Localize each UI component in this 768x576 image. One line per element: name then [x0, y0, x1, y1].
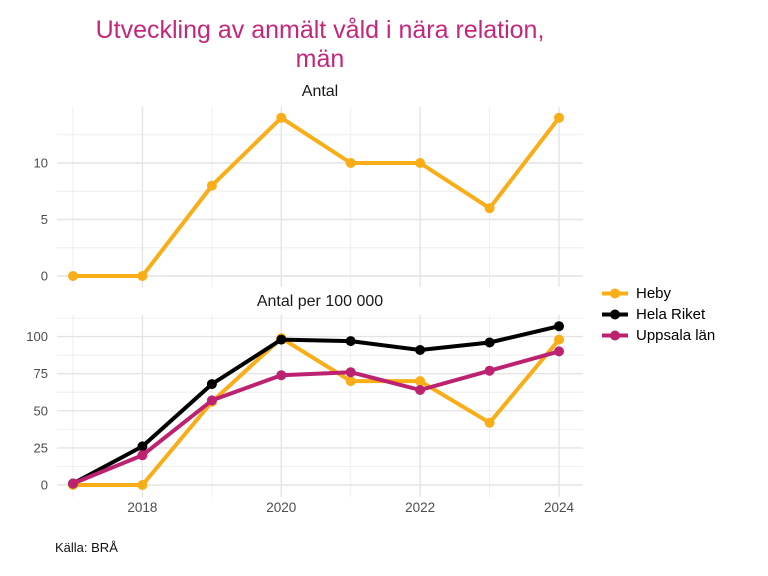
legend: Heby Hela Riket Uppsala län [602, 283, 715, 346]
series-hela-riket-point [206, 379, 217, 390]
y-tick-label: 10 [34, 156, 48, 171]
series-heby-point [345, 376, 356, 387]
series-hela-riket-line [71, 324, 561, 486]
series-uppsala-l-n-point [415, 385, 426, 395]
top-panel-title: Antal [301, 83, 339, 100]
series-heby [68, 112, 564, 281]
series-hela-riket-point [137, 441, 148, 452]
series-heby-line [71, 336, 561, 487]
series-heby-point [415, 158, 426, 168]
panel-antal-per-100000: 0 25 50 75 100 2018 2020 2022 2024 [26, 315, 583, 515]
y-tick-label: 100 [26, 329, 48, 344]
series-heby-point [206, 180, 217, 191]
y-tick-label: 50 [34, 403, 48, 418]
series-heby-point [554, 334, 564, 345]
x-tick-label: 2022 [405, 500, 435, 515]
series-heby-point [415, 376, 426, 387]
source-note: Källa: BRÅ [55, 540, 118, 555]
series-heby-point [276, 112, 287, 123]
series-uppsala-l-n-point [484, 365, 495, 376]
legend-label-heby: Heby [636, 285, 672, 302]
series-uppsala-l-n-point [206, 395, 217, 406]
legend-label-hela-riket: Hela Riket [636, 306, 706, 323]
series-uppsala-l-n-point [137, 450, 148, 461]
series-uppsala-l-n-line [71, 349, 561, 486]
legend-item-hela-riket: Hela Riket [602, 304, 715, 325]
series-hela-riket-point [484, 337, 495, 348]
series-uppsala-l-n [68, 346, 564, 489]
series-hela-riket-point [554, 321, 564, 332]
chart-title: Utveckling av anmält våld i nära relatio… [40, 16, 600, 73]
chart-title-line-2: män [295, 44, 345, 73]
gridlines [57, 107, 583, 287]
series-hela-riket-point [415, 345, 426, 355]
x-tick-label: 2024 [544, 500, 575, 515]
series-uppsala-l-n-point [276, 370, 287, 381]
series-hela-riket-point [276, 334, 287, 345]
series-uppsala-l-n-point [554, 346, 564, 357]
legend-item-uppsala-lan: Uppsala län [602, 325, 715, 346]
series-heby-point [484, 203, 495, 214]
legend-key-line-dot-icon [602, 330, 628, 341]
legend-label-uppsala-lan: Uppsala län [636, 327, 716, 344]
legend-item-heby: Heby [602, 283, 715, 304]
series-heby-point [484, 417, 495, 428]
series-heby-point [345, 158, 356, 168]
chart-title-line-1: Utveckling av anmält våld i nära relatio… [95, 16, 545, 44]
series-heby-point [554, 112, 564, 123]
bottom-panel-title: Antal per 100 000 [256, 293, 384, 310]
series-heby-point [68, 271, 78, 281]
x-tick-label: 2020 [266, 500, 296, 515]
y-tick-label: 75 [34, 366, 48, 381]
y-tick-label: 0 [41, 478, 48, 493]
series-uppsala-l-n-point [68, 478, 78, 489]
panel-antal: 0 5 10 [34, 107, 583, 287]
series-heby-line [71, 115, 561, 278]
y-tick-label: 0 [41, 269, 48, 284]
y-tick-label: 5 [41, 212, 48, 227]
x-tick-label: 2018 [127, 500, 157, 515]
legend-key-line-dot-icon [602, 288, 628, 299]
legend-key-line-dot-icon [602, 309, 628, 320]
y-tick-label: 25 [34, 440, 48, 455]
series-heby-point [137, 271, 148, 281]
series-heby-point [137, 480, 148, 490]
series-hela-riket-point [345, 336, 356, 347]
series-uppsala-l-n-point [345, 367, 356, 378]
gridlines [57, 315, 583, 497]
